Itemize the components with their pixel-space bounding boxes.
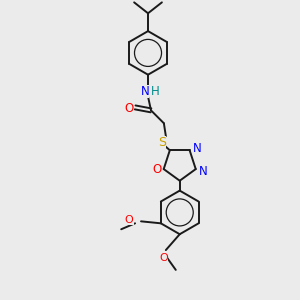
- Text: O: O: [125, 215, 134, 225]
- Text: S: S: [158, 136, 166, 148]
- Text: H: H: [151, 85, 159, 98]
- Text: O: O: [124, 102, 134, 115]
- Text: N: N: [199, 165, 208, 178]
- Text: O: O: [160, 253, 168, 263]
- Text: N: N: [141, 85, 149, 98]
- Text: O: O: [152, 163, 161, 176]
- Text: N: N: [193, 142, 202, 155]
